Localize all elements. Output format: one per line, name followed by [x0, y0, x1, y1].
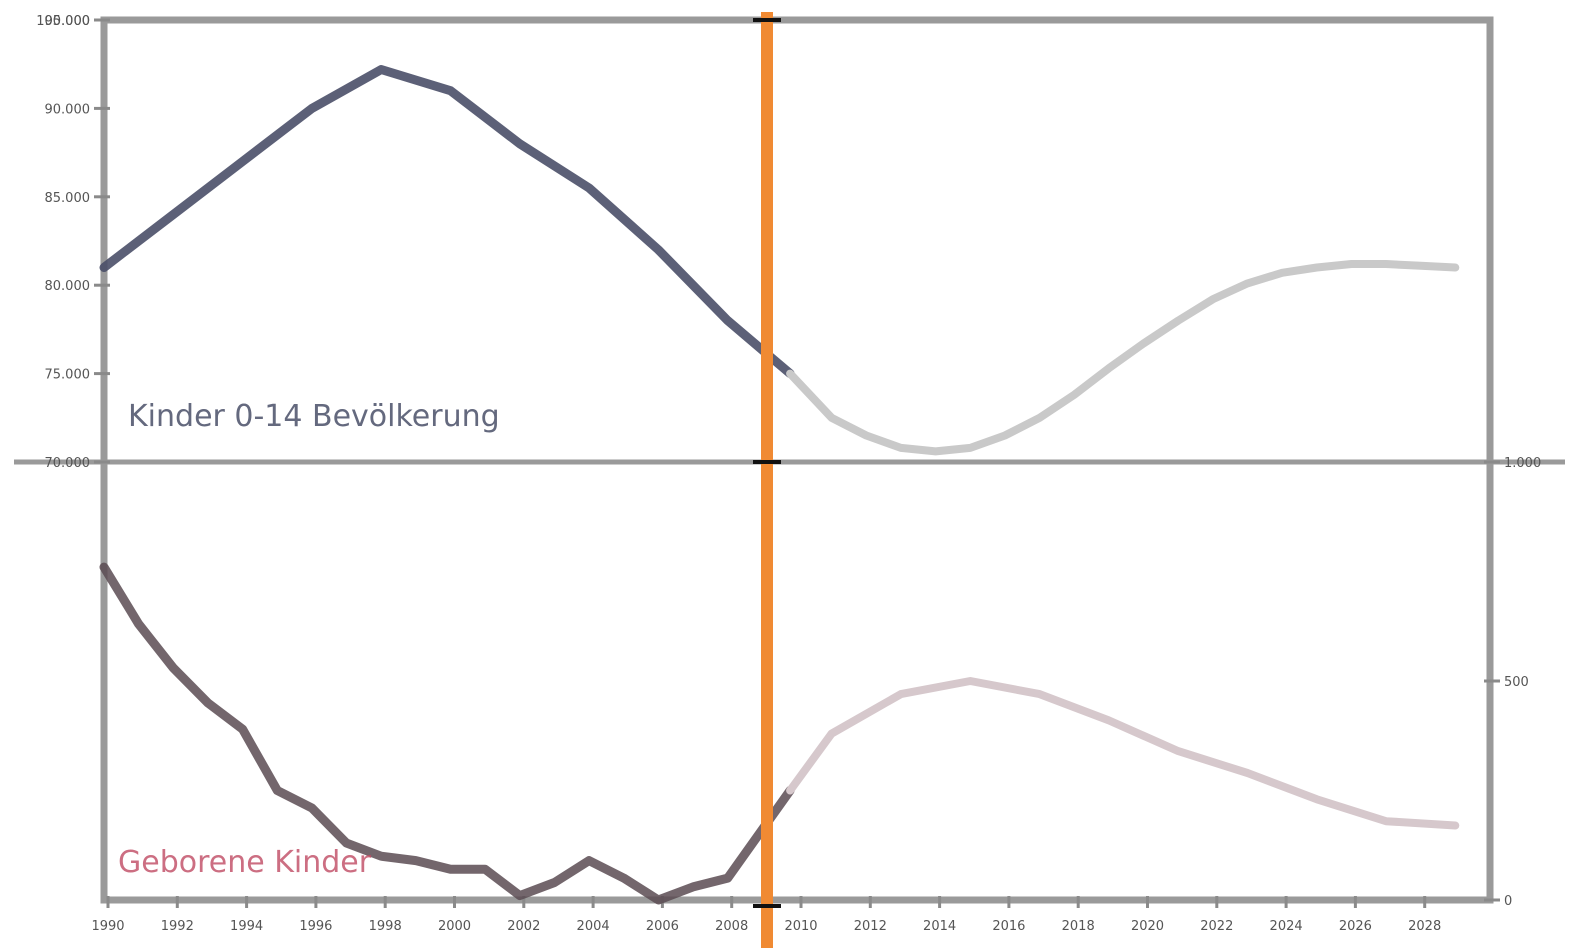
series-children-projection-line — [786, 260, 1460, 456]
x-tick-label: 2026 — [1339, 919, 1372, 934]
current-year-marker — [753, 12, 781, 948]
x-tick-label: 2002 — [507, 919, 540, 934]
x-tick-label: 2014 — [923, 919, 956, 934]
x-tick-label: 2018 — [1062, 919, 1095, 934]
axes — [14, 16, 1565, 904]
y-tick-label: 100.000 — [36, 14, 90, 29]
x-tick-label: 2022 — [1200, 919, 1233, 934]
x-tick-label: 2020 — [1131, 919, 1164, 934]
y-tick-label: 85.000 — [45, 191, 91, 206]
y-tick-label: 75.000 — [45, 368, 91, 383]
series-label-births: Geborene Kinder — [118, 845, 372, 880]
series-lines — [99, 65, 1460, 905]
x-tick-label: 2000 — [438, 919, 471, 934]
series-label-children: Kinder 0-14 Bevölkerung — [128, 399, 500, 434]
series-children-line — [99, 65, 795, 379]
y-tick-label: 95.000 — [45, 14, 91, 29]
x-tick-label: 1996 — [299, 919, 332, 934]
y2-tick-label: 0 — [1504, 894, 1512, 909]
x-tick-label: 1992 — [161, 919, 194, 934]
x-tick-label: 2006 — [646, 919, 679, 934]
y2-tick-label: 1.000 — [1504, 456, 1541, 471]
series-births-line — [99, 562, 795, 905]
y2-tick-label: 500 — [1504, 675, 1529, 690]
y-tick-label: 70.000 — [45, 456, 91, 471]
series-births-projection-line — [786, 677, 1460, 830]
x-tick-label: 2012 — [854, 919, 887, 934]
y-tick-label: 90.000 — [45, 102, 91, 117]
x-tick-label: 1990 — [91, 919, 124, 934]
x-tick-label: 1998 — [369, 919, 402, 934]
x-tick-label: 2028 — [1408, 919, 1441, 934]
x-tick-label: 2024 — [1270, 919, 1303, 934]
x-tick-label: 1994 — [230, 919, 263, 934]
y-tick-label: 80.000 — [45, 279, 91, 294]
tick-labels: 70.000 75.000 80.000 85.000 90.000 95.000100.… — [36, 14, 1541, 934]
x-tick-label: 2010 — [784, 919, 817, 934]
x-tick-label: 2004 — [577, 919, 610, 934]
x-tick-label: 2016 — [992, 919, 1025, 934]
x-tick-label: 2008 — [715, 919, 748, 934]
